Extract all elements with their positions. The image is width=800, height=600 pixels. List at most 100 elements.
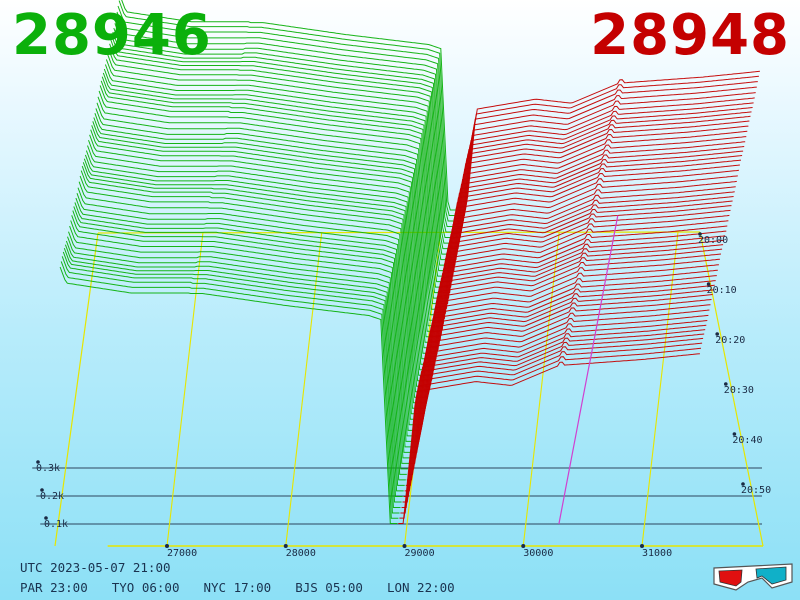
depth-tick-dot [40,488,44,492]
ask-depth-slice [398,353,700,524]
bid-depth-slice [65,240,404,492]
bid-depth-slice [105,59,444,283]
ask-depth-slice [425,225,728,382]
clock-new-york: NYC 17:00 [203,580,272,595]
price-grid-line [522,231,560,547]
price-tick-dot [283,544,288,548]
ask-depth-slice [434,186,736,338]
ask-depth-slice [412,289,714,453]
ask-depth-slice [427,214,730,371]
bid-depth-slice [60,261,399,519]
ask-depth-slice [407,309,710,475]
ask-depth-slice [424,230,727,387]
bid-depth-slice [62,251,401,508]
bid-depth-slice [113,27,452,244]
clock-paris: PAR 23:00 [20,580,88,595]
ask-depth-slice [442,146,745,294]
price-tick-label: 29000 [405,548,435,559]
bid-depth-slice [114,23,453,238]
bid-depth-slice [95,108,434,338]
bid-depth-slice [70,220,408,470]
ask-depth-slice [418,258,720,420]
ask-depth-slice [433,191,735,343]
bid-depth-slice [99,85,438,316]
bid-depth-slice [118,0,457,216]
ask-depth-slice [436,175,738,327]
bid-depth-slice [75,197,414,442]
price-grid-line [166,231,204,547]
ask-depth-slice [428,209,731,365]
time-tick-label: 20:40 [732,435,762,446]
ask-depth-slice [401,337,704,508]
clock-london: LON 22:00 [386,580,455,595]
ask-depth-slice [455,86,757,227]
3d-glasses-icon[interactable] [712,560,796,592]
ask-depth-slice [452,102,754,244]
ask-depth-slice [426,220,729,376]
ask-depth-slice [399,347,702,519]
ask-depth-slice [443,141,746,288]
time-tick-dot [698,232,702,236]
bid-depth-slice [93,117,432,349]
ask-depth-slice [447,120,750,266]
bid-depth-slice [61,256,400,514]
ask-depth-slice [406,314,709,481]
bid-depth-slice [63,248,402,503]
bid-depth-slice [81,165,420,409]
bid-depth-slice [90,129,428,365]
bid-depth-slice [109,43,447,266]
depth-tick-label: 0.1k [44,519,68,530]
ask-depth-slice [416,269,718,431]
chart-grid [32,231,764,547]
bid-depth-slice [83,158,422,398]
time-tick-dot [732,432,737,436]
bid-depth-slice [59,266,398,524]
bid-depth-slice [96,102,435,332]
ask-depth-slice [432,196,734,349]
chart-axes: 0.1k 0.2k 0.3k 27000 28000 29000 30000 31000 20:… [36,232,771,559]
left-depth-edge [54,232,99,547]
ask-depth-slice [402,333,705,503]
ask-depth-slice [440,155,743,305]
clock-beijing: BJS 05:00 [295,580,363,595]
bid-depth-slice [115,17,454,233]
time-tick-label: 20:30 [724,385,754,396]
ask-depth-slice [441,150,744,299]
ask-depth-slice [456,81,758,222]
bid-depth-slice [111,35,449,255]
bid-depth-slice [101,76,440,305]
bid-depth-slice [108,48,446,272]
bid-depth-slice [94,113,433,343]
timezone-clocks: PAR 23:00 TYO 06:00 NYC 17:00 BJS 05:00 LON … [20,580,479,595]
bid-depth-slice [112,31,450,250]
ask-base-edge [558,215,619,525]
bid-depth-slice [121,0,458,211]
price-tick-dot [640,544,644,548]
ask-depth-slice [449,111,752,255]
ask-depth-slice [420,248,723,409]
bid-depth-slice [80,170,419,415]
depth-tick-label: 0.2k [40,491,64,502]
bid-depth-slice [73,206,412,453]
time-tick-label: 20:00 [698,235,728,246]
ask-depth-slice [400,342,703,514]
ask-depth-slice [419,253,722,415]
price-tick-dot [521,544,526,548]
price-tick-label: 28000 [286,548,316,559]
clock-tokyo: TYO 06:00 [111,580,180,595]
bid-depth-slice [71,215,409,464]
bid-depth-slice [103,68,442,294]
bid-depth-slice [110,39,448,261]
time-tick-dot [741,482,745,486]
ask-depth-slice [438,164,740,316]
bid-depth-slice [88,140,426,376]
utc-time: UTC 2023-05-07 21:00 [20,560,171,575]
price-tick-label: 27000 [167,548,197,559]
bid-depth-slice [100,80,439,310]
ask-price: 28948 [590,3,790,68]
bid-depth-slice [72,210,410,459]
bid-depth-slice [82,162,421,404]
ask-depth-slice [414,280,716,442]
ask-depth-slice [409,299,712,464]
ask-depth-slice [415,275,717,437]
